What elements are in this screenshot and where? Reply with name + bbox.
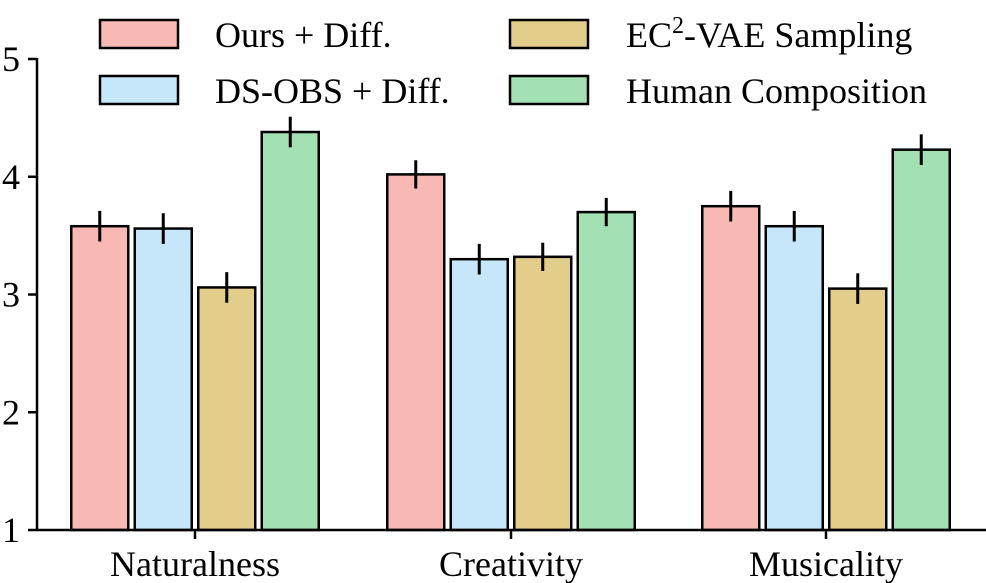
legend-label-ours: Ours + Diff. [215,15,392,55]
legend-swatch-ours [98,18,180,50]
legend-swatch-ds-obs [98,74,180,106]
legend-label-ec2-sup: 2 [672,13,684,39]
legend-label-ec2-vae: EC2-VAE Sampling [626,13,912,55]
bar-musicality-3 [891,148,951,532]
y-tick-label-2: 2 [2,392,20,432]
legend-label-ec2-prefix: EC [626,15,672,55]
bar-musicality-1 [764,224,824,532]
x-tick-label-musicality: Musicality [749,544,903,583]
bar-creativity-2 [513,255,573,532]
y-tick-label-5: 5 [2,39,20,79]
x-tick-label-creativity: Creativity [439,544,583,583]
bar-naturalness-1 [133,227,193,532]
y-tick-label-4: 4 [2,157,20,197]
legend: Ours + Diff. DS-OBS + Diff. EC2-VAE Samp… [98,13,927,111]
bar-creativity-0 [386,173,446,532]
legend-swatch-human [508,74,590,106]
bar-creativity-3 [576,210,636,532]
bar-naturalness-3 [260,130,320,532]
x-tick-label-naturalness: Naturalness [110,544,280,583]
legend-label-human: Human Composition [626,71,927,111]
bar-naturalness-2 [197,286,257,532]
legend-label-ds-obs: DS-OBS + Diff. [215,71,450,111]
bar-musicality-2 [828,287,888,532]
legend-swatch-ec2-vae [508,18,590,50]
plot-area: 1 2 3 4 5 Naturalness Creativity Musicality [2,39,986,583]
y-tick-label-1: 1 [2,510,20,550]
y-tick-label-3: 3 [2,275,20,315]
bar-musicality-0 [701,204,761,532]
bar-naturalness-0 [70,224,130,532]
legend-label-ec2-suffix: -VAE Sampling [684,15,912,55]
bar-creativity-1 [449,257,509,532]
